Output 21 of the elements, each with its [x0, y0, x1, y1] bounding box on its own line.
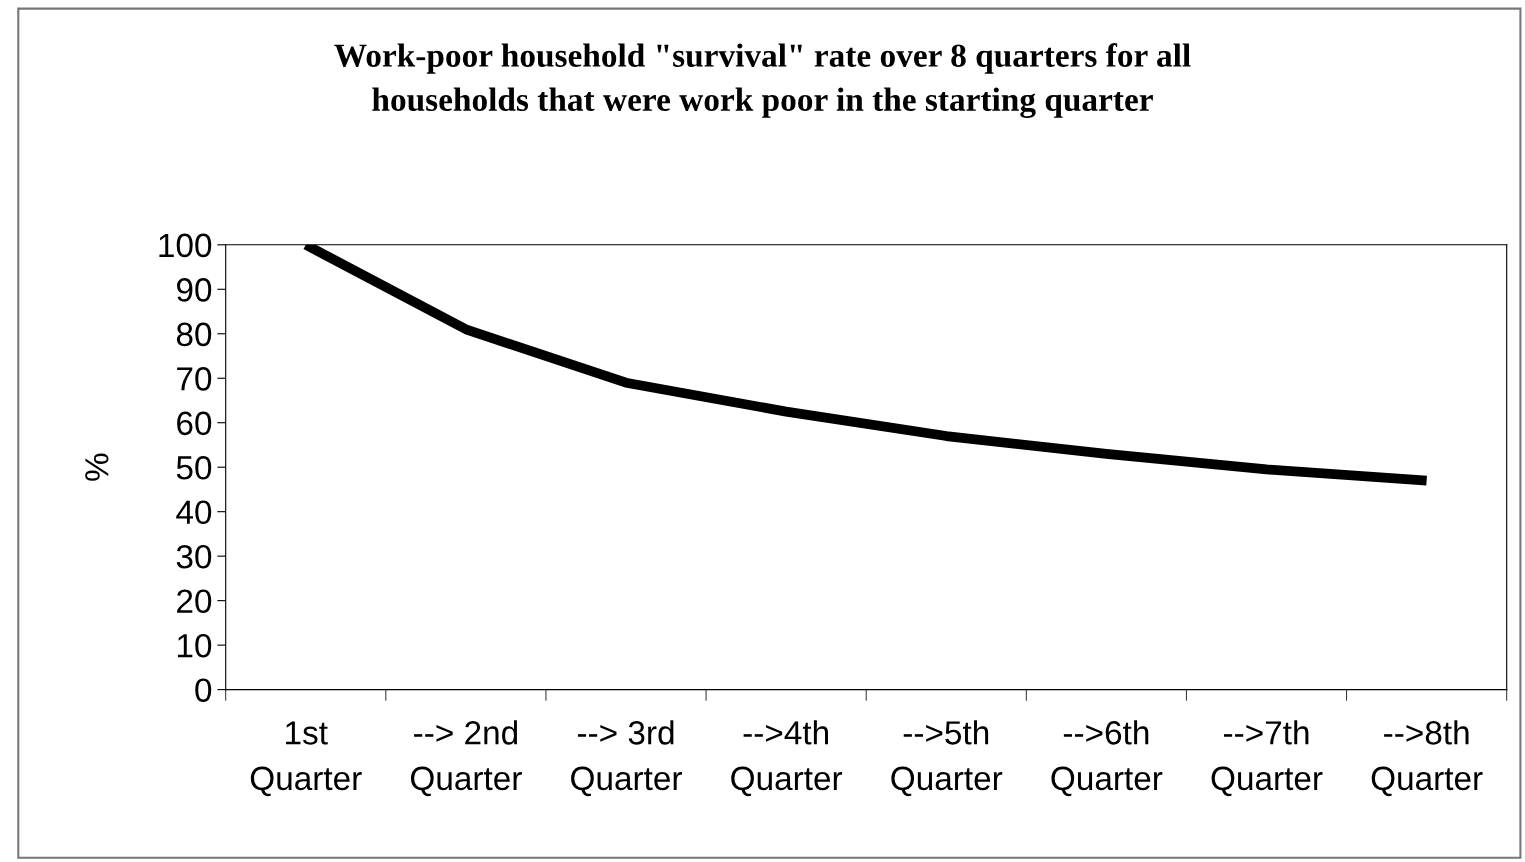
- x-tick-label: -->6th Quarter: [1051, 720, 1163, 797]
- y-tick-label: 70: [177, 367, 212, 391]
- y-tick-label: 20: [177, 589, 212, 614]
- y-axis-title: %: [85, 453, 109, 481]
- x-tick-label: -->5th Quarter: [891, 720, 1003, 797]
- y-tick-label: 90: [177, 278, 212, 302]
- x-tick-label: --> 2nd Quarter: [410, 720, 522, 797]
- y-tick-label: 80: [176, 322, 212, 347]
- x-tick-label: --> 3rd Quarter: [571, 720, 682, 797]
- x-tick-label: -->8th Quarter: [1371, 720, 1483, 797]
- x-tick-label: -->7th Quarter: [1211, 720, 1323, 797]
- chart-title: Work-poor household "survival" rate over 8 quarters for all households that were work poor in the starting quarter: [334, 43, 1191, 119]
- y-tick-label: 10: [177, 633, 212, 658]
- y-tick-label: 0: [195, 678, 212, 703]
- y-tick-label: 40: [176, 500, 212, 525]
- y-tick-label: 100: [159, 233, 212, 258]
- y-tick-label: 30: [176, 544, 212, 569]
- y-tick-label: 50: [176, 456, 212, 480]
- y-tick-label: 60: [177, 411, 212, 436]
- x-tick-label: -->4th Quarter: [731, 720, 843, 797]
- x-tick-label: 1st Quarter: [250, 721, 362, 797]
